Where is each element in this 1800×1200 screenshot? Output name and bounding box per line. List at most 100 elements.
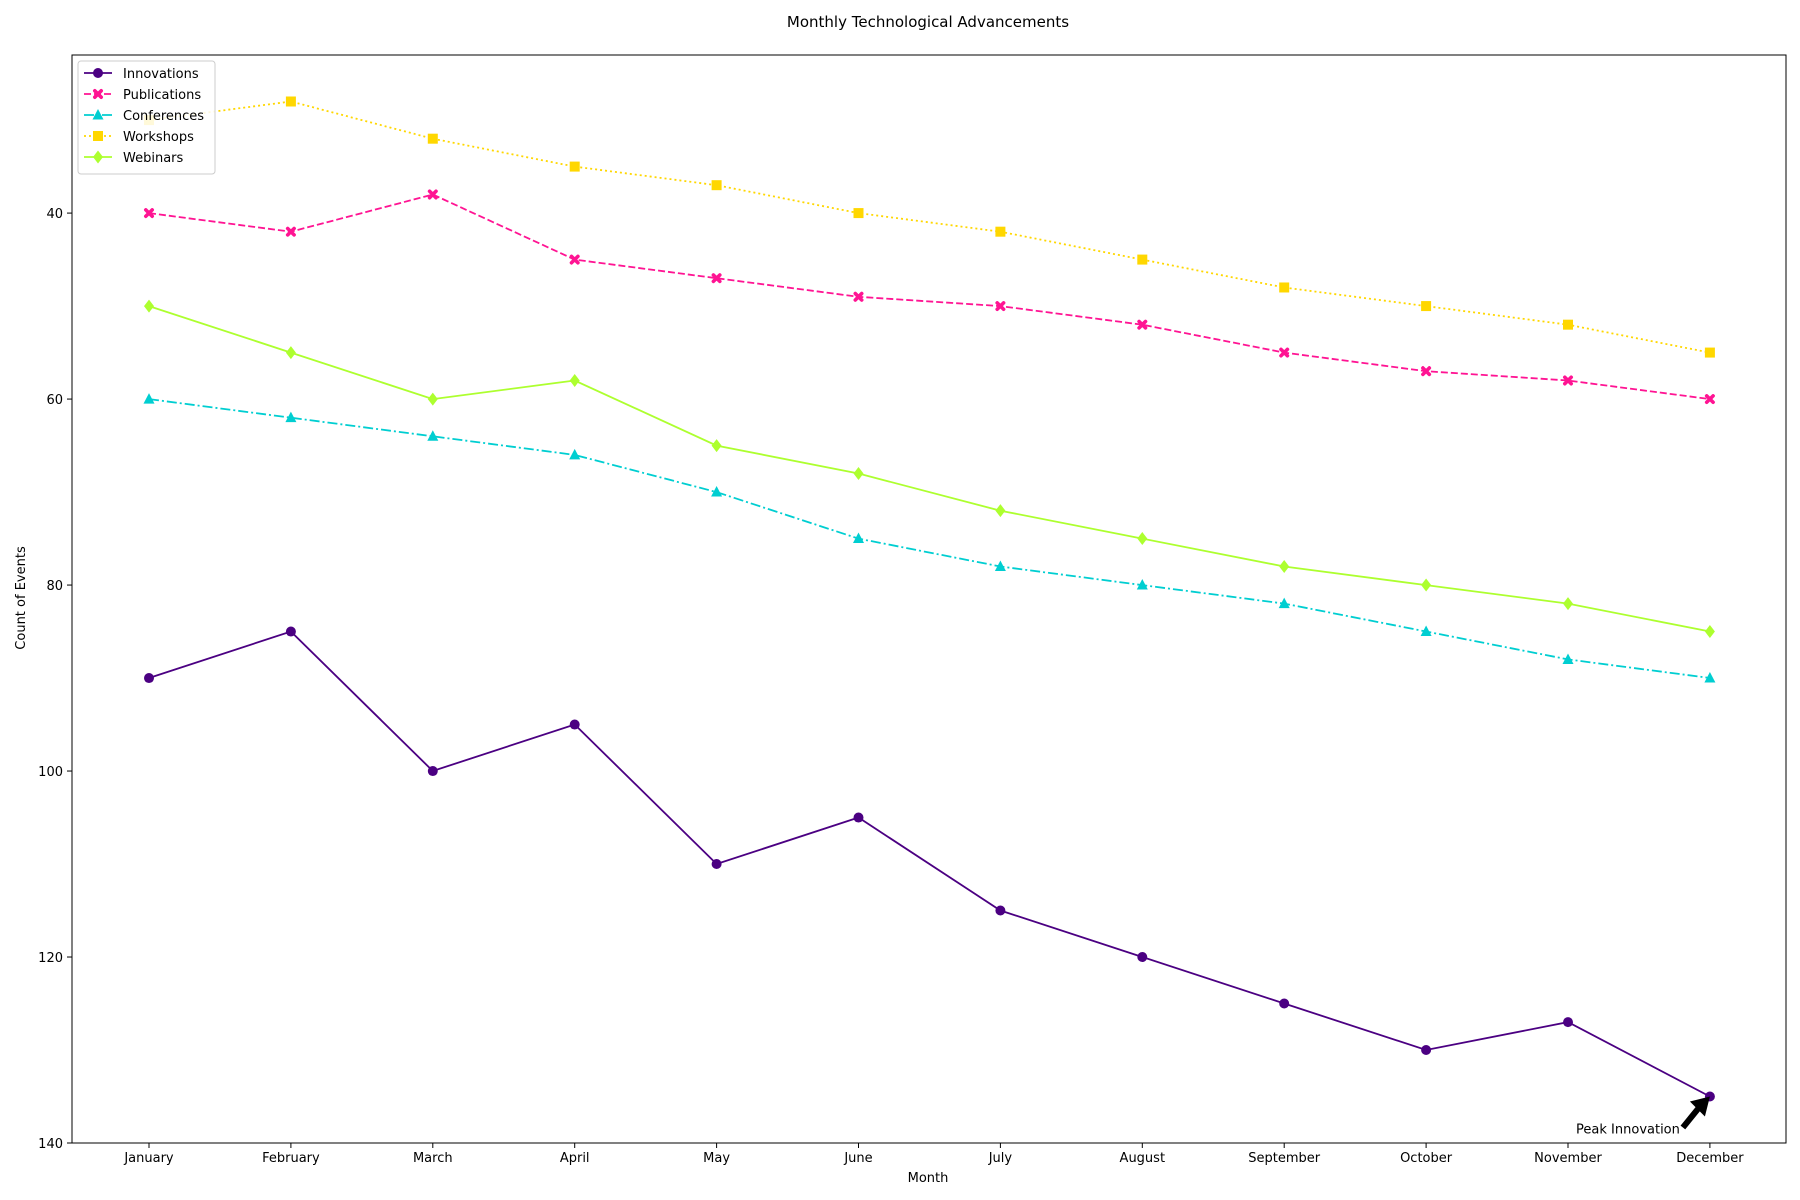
annotation-arrow-head [1689,1096,1710,1117]
data-point-webinars [1704,625,1715,639]
legend-box [77,60,216,175]
x-tick-label: March [413,1151,453,1166]
legend-marker-conferences [92,109,104,120]
data-point-webinars [427,392,438,406]
y-tick-label: 60 [46,393,63,408]
data-point-innovations [711,859,722,870]
data-point-conferences [285,411,297,423]
data-point-conferences [1704,672,1716,683]
data-point-conferences [853,532,864,544]
data-point-publications [853,291,864,302]
legend-marker-workshops [93,131,103,141]
data-point-innovations [285,626,296,637]
data-point-publications [569,254,580,265]
data-point-conferences [427,430,439,441]
x-tick-label: October [1400,1151,1453,1166]
legend-label-workshops: Workshops [123,130,194,145]
annotation-label: Peak Innovation [1576,1123,1680,1138]
data-point-innovations [1563,1017,1573,1028]
data-point-webinars [1563,597,1573,611]
series-line-innovations [148,630,1711,1098]
y-tick-label: 140 [38,1137,63,1152]
data-point-webinars [1279,559,1290,573]
y-tick-label: 120 [38,951,63,966]
data-point-webinars [1137,532,1148,546]
data-point-workshops [995,226,1006,237]
data-point-innovations [1279,998,1290,1009]
x-tick-label: May [703,1151,730,1166]
data-point-innovations [569,719,580,730]
y-tick-label: 40 [46,207,63,222]
data-point-workshops [1421,301,1432,312]
x-tick-label: April [560,1151,590,1166]
data-point-publications [427,189,438,200]
plot-area: January February March April May June July Augu… [38,54,1787,1166]
data-point-webinars [853,466,864,480]
data-point-workshops [1563,319,1573,330]
legend-marker-publications [93,89,103,99]
x-tick-label: September [1248,1151,1321,1166]
legend-label-publications: Publications [123,88,201,103]
data-point-conferences [994,560,1006,571]
series-line-workshops [148,100,1711,354]
data-point-webinars [1421,578,1432,592]
data-point-innovations [427,766,438,777]
data-point-publications [995,301,1006,312]
data-point-workshops [285,96,296,107]
x-tick-label: July [988,1151,1013,1166]
x-tick-label: December [1676,1151,1744,1166]
data-point-webinars [144,299,154,313]
data-point-conferences [569,448,581,460]
data-point-conferences [1278,597,1290,609]
data-point-publications [1421,366,1432,377]
data-point-publications [144,208,154,219]
data-point-workshops [1704,347,1715,358]
data-point-publications [1563,375,1573,386]
data-point-webinars [995,504,1006,518]
data-point-conferences [1420,625,1432,637]
data-point-innovations [144,673,154,684]
legend-marker-innovations [93,68,103,78]
data-point-publications [285,226,296,237]
data-point-conferences [1136,579,1148,590]
data-point-workshops [853,208,864,219]
series-group [143,96,1716,1102]
data-point-publications [1279,347,1290,358]
series-line-publications [148,193,1711,400]
y-axis-title: Count of Events [14,546,29,650]
data-point-conferences [711,486,723,497]
x-axis-title: Month [908,1171,949,1186]
x-tick-label: November [1534,1151,1602,1166]
legend-marker-webinars [93,150,103,164]
data-point-innovations [853,812,864,823]
y-tick-label: 80 [46,579,63,594]
data-point-workshops [1279,282,1290,293]
data-point-workshops [569,161,580,172]
legend-label-innovations: Innovations [123,67,199,82]
plot-frame [71,54,1787,1144]
x-tick-label: August [1120,1151,1166,1166]
data-point-workshops [1137,254,1148,265]
data-point-publications [1137,319,1148,330]
data-point-publications [1704,394,1715,405]
series-line-conferences [148,398,1711,679]
data-point-conferences [143,393,155,404]
y-tick-label: 100 [38,765,63,780]
x-tick-label: June [843,1151,872,1166]
legend-label-conferences: Conferences [123,109,204,124]
chart-title: Monthly Technological Advancements [787,13,1069,31]
legend: Innovations Publications Conferences Worksh… [77,60,216,175]
data-point-innovations [995,905,1006,916]
data-point-publications [711,273,722,284]
annotation-arrow-shaft [1680,1104,1703,1130]
legend-label-webinars: Webinars [123,151,184,166]
data-point-webinars [711,439,722,453]
data-point-webinars [569,373,580,387]
data-point-workshops [427,133,438,144]
data-point-innovations [1421,1045,1432,1056]
x-tick-label: January [123,1151,174,1166]
data-point-workshops [711,180,722,191]
series-line-webinars [148,305,1711,633]
